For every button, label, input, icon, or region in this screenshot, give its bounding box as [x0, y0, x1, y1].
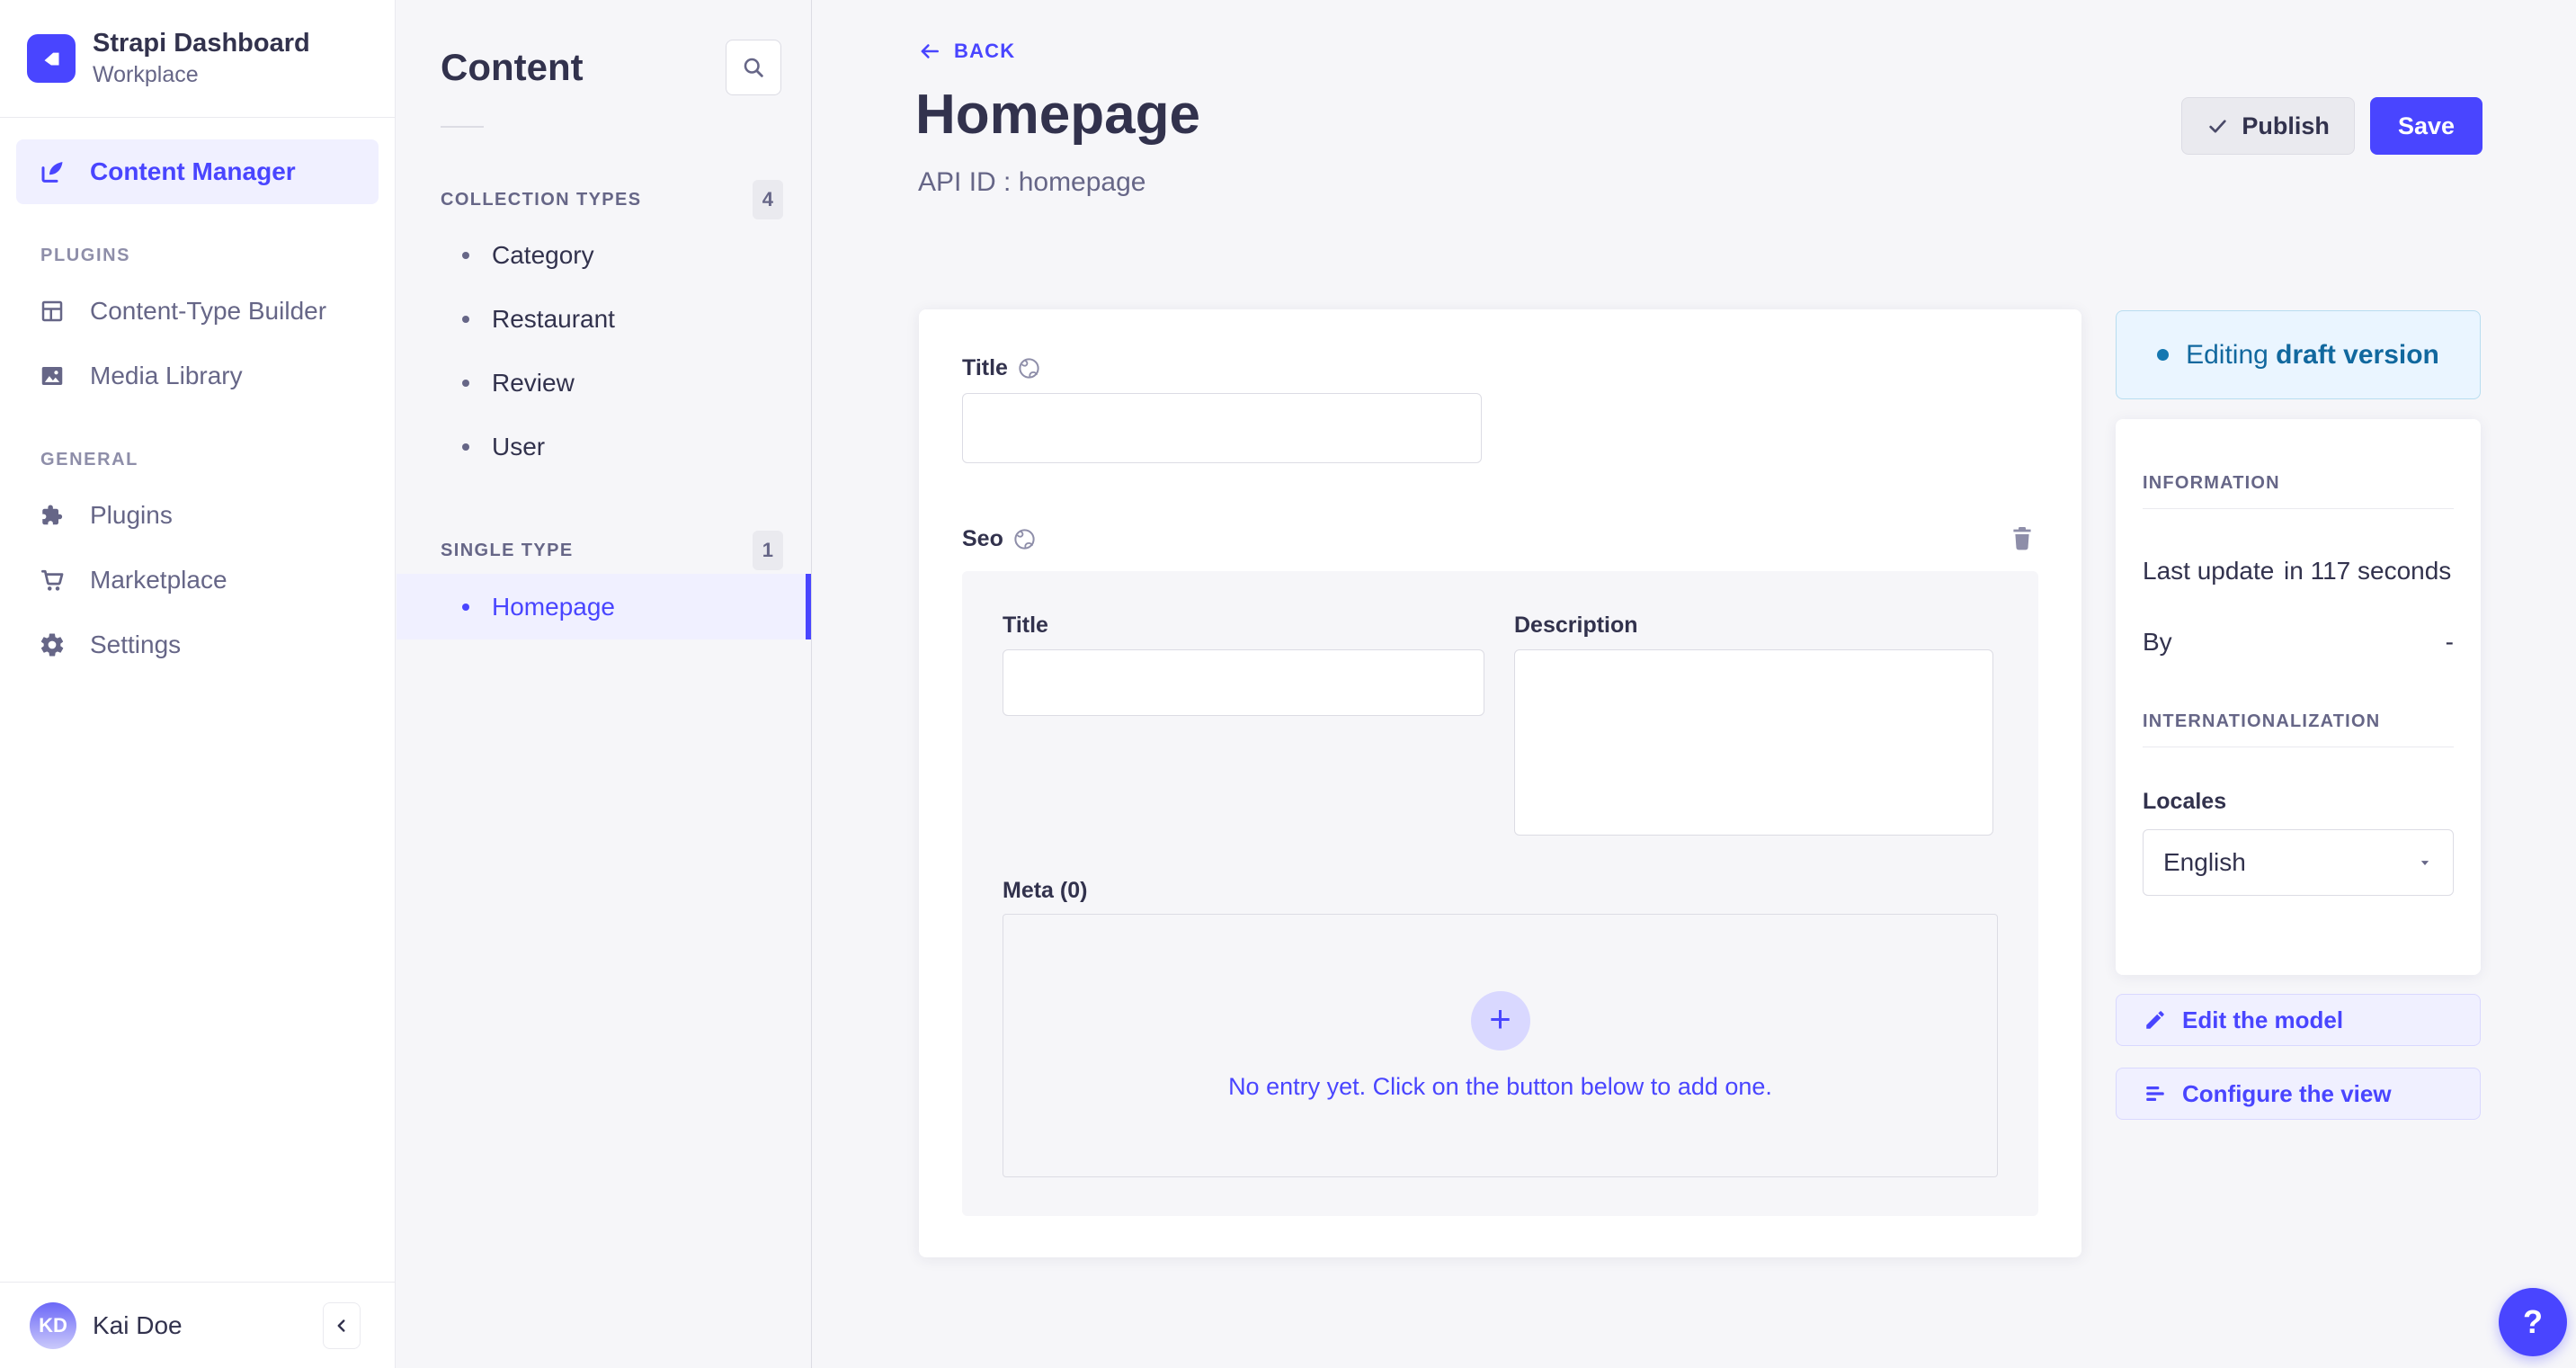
divider: [2143, 508, 2454, 509]
arrow-left-icon: [918, 40, 941, 63]
feather-icon: [38, 157, 67, 186]
locales-label: Locales: [2143, 789, 2227, 815]
cart-icon: [38, 566, 67, 595]
status-dot-icon: [2157, 349, 2170, 361]
globe-icon: [1012, 527, 1037, 551]
subnav-divider: [441, 126, 484, 128]
bullet-icon: [462, 251, 469, 259]
meta-empty-text: No entry yet. Click on the button below …: [1228, 1072, 1772, 1100]
puzzle-icon: [38, 501, 67, 530]
sidebar-item-content-type-builder[interactable]: Content-Type Builder: [16, 279, 379, 344]
configure-view-button[interactable]: Configure the view: [2116, 1068, 2481, 1120]
seo-description-textarea[interactable]: [1514, 649, 1993, 836]
sidebar-item-label: Settings: [90, 630, 182, 658]
info-row-by: By -: [2143, 627, 2454, 656]
collection-types-count-badge: 4: [752, 180, 783, 219]
sidebar-footer: KD Kai Doe: [0, 1282, 395, 1368]
single-type-count-badge: 1: [752, 531, 783, 570]
sidebar-section-plugins: PLUGINS: [40, 246, 131, 265]
sidebar-item-media-library[interactable]: Media Library: [16, 344, 379, 408]
back-link[interactable]: BACK: [918, 40, 1015, 63]
api-id-subtitle: API ID : homepage: [918, 167, 1146, 197]
user-name: Kai Doe: [93, 1310, 183, 1339]
seo-description-label: Description: [1514, 612, 1638, 638]
edit-model-button[interactable]: Edit the model: [2116, 994, 2481, 1046]
avatar[interactable]: KD: [30, 1301, 76, 1349]
help-button[interactable]: ?: [2499, 1288, 2567, 1356]
sidebar-item-label: Content-Type Builder: [90, 297, 327, 325]
locale-select[interactable]: English: [2143, 829, 2454, 897]
subnav-item-restaurant[interactable]: Restaurant: [397, 287, 811, 351]
group-heading-single-type: SINGLE TYPE: [441, 540, 574, 560]
sidebar-item-marketplace[interactable]: Marketplace: [16, 548, 379, 612]
title-field-label: Title: [962, 355, 1008, 380]
sidebar-item-label: Content Manager: [90, 157, 296, 185]
subnav-item-category[interactable]: Category: [397, 223, 811, 287]
chevron-down-icon: [2417, 854, 2433, 871]
page-title: Homepage: [915, 84, 1200, 146]
brand-subtitle: Workplace: [93, 61, 199, 87]
info-row-last-update: Last update in 117 seconds: [2143, 557, 2452, 585]
information-card: INFORMATION Last update in 117 seconds B…: [2116, 419, 2481, 975]
trash-icon: [2008, 523, 2037, 555]
add-entry-button[interactable]: +: [1470, 990, 1530, 1051]
globe-icon: [1017, 356, 1041, 380]
workspace-brand[interactable]: Strapi Dashboard Workplace: [0, 0, 395, 118]
brand-title: Strapi Dashboard: [93, 29, 310, 58]
plus-icon: +: [1489, 997, 1511, 1040]
active-indicator-bar: [806, 574, 811, 639]
layout-icon: [38, 297, 67, 326]
search-icon: [741, 55, 766, 80]
sidebar-section-general: GENERAL: [40, 450, 138, 469]
subnav-item-homepage[interactable]: Homepage: [397, 574, 811, 639]
seo-component-label: Seo: [962, 525, 1003, 551]
entry-form-card: Title Seo: [919, 309, 2081, 1257]
pencil-icon: [2144, 1008, 2167, 1032]
group-heading-collection-types: COLLECTION TYPES: [441, 189, 642, 210]
search-button[interactable]: [726, 40, 781, 95]
seo-title-label: Title: [1003, 612, 1048, 638]
entry-sidebar: Editing draft version INFORMATION Last u…: [2116, 310, 2481, 1120]
main-sidebar: Strapi Dashboard Workplace Content Manag…: [0, 0, 396, 1368]
sidebar-item-label: Marketplace: [90, 566, 227, 594]
publish-button[interactable]: Publish: [2181, 97, 2355, 155]
meta-empty-box: + No entry yet. Click on the button belo…: [1003, 914, 1998, 1177]
delete-component-button[interactable]: [2008, 523, 2038, 555]
collapse-sidebar-button[interactable]: [323, 1301, 361, 1349]
bullet-icon: [462, 603, 469, 611]
check-icon: [2206, 115, 2229, 138]
lines-icon: [2144, 1082, 2167, 1105]
bullet-icon: [462, 379, 469, 387]
save-button[interactable]: Save: [2369, 97, 2482, 155]
subnav-item-user[interactable]: User: [397, 415, 811, 478]
sidebar-item-content-manager[interactable]: Content Manager: [16, 139, 379, 204]
seo-title-input[interactable]: [1003, 649, 1484, 716]
chevron-left-icon: [332, 1316, 352, 1336]
image-icon: [38, 362, 67, 390]
title-input[interactable]: [962, 393, 1482, 463]
sidebar-item-label: Media Library: [90, 362, 243, 389]
information-heading: INFORMATION: [2143, 473, 2280, 493]
content-subnav: Content COLLECTION TYPES 4 Category: [397, 0, 812, 1368]
gear-icon: [38, 630, 67, 659]
locale-selected-value: English: [2163, 848, 2246, 877]
subnav-item-review[interactable]: Review: [397, 351, 811, 415]
subnav-title: Content: [441, 46, 584, 88]
bullet-icon: [462, 315, 469, 323]
sidebar-item-settings[interactable]: Settings: [16, 612, 379, 677]
draft-status-banner: Editing draft version: [2116, 310, 2481, 399]
sidebar-item-plugins[interactable]: Plugins: [16, 483, 379, 548]
internationalization-heading: INTERNATIONALIZATION: [2143, 711, 2381, 732]
strapi-logo-icon: [27, 34, 76, 83]
main-content: BACK Homepage API ID : homepage Publish …: [813, 0, 2576, 1368]
seo-component-panel: Title Description Meta (0) +: [962, 571, 2038, 1216]
meta-repeatable-label: Meta (0): [1003, 878, 1088, 903]
bullet-icon: [462, 443, 469, 451]
sidebar-item-label: Plugins: [90, 501, 173, 529]
